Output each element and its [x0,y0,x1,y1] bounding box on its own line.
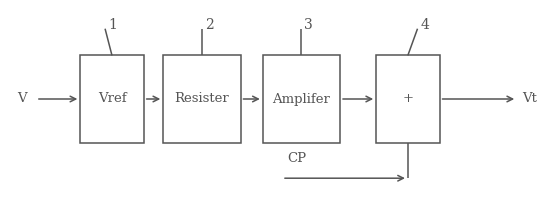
Text: +: + [403,92,413,106]
Bar [376,55,440,143]
Text: Vref: Vref [98,92,126,106]
Text: Amplifer: Amplifer [273,92,330,106]
Text: 4: 4 [420,18,429,32]
Text: Resister: Resister [174,92,229,106]
Text: 3: 3 [304,18,313,32]
Text: V: V [17,92,27,106]
Text: CP: CP [288,152,307,165]
Bar [80,55,144,143]
Bar [163,55,241,143]
Text: Vt: Vt [523,92,538,106]
Text: 1: 1 [108,18,117,32]
Bar [263,55,340,143]
Text: 2: 2 [205,18,213,32]
